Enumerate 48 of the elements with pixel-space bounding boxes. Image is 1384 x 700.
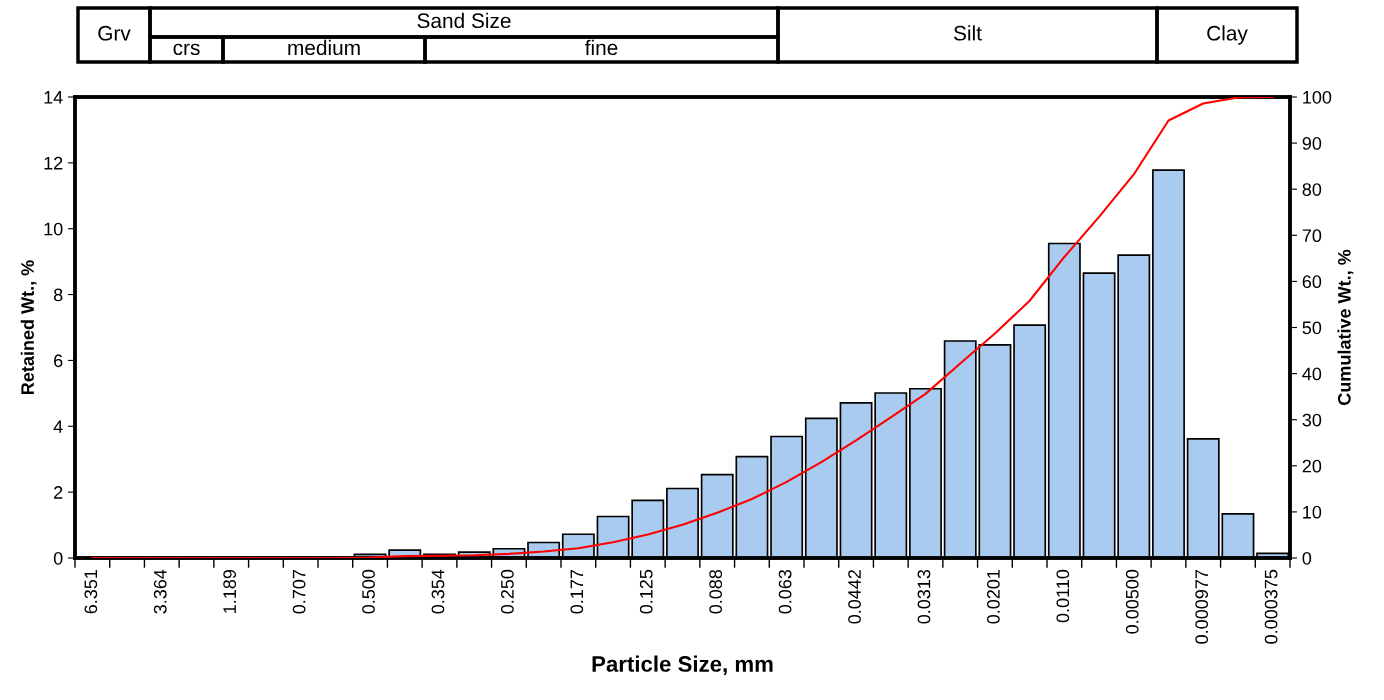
text: medium [288, 39, 360, 56]
y2-tick-label: 70 [1302, 229, 1322, 243]
x-tick-label: 1.189 [223, 569, 237, 613]
x-tick-label: 0.177 [570, 570, 584, 614]
y2-tick-label: 20 [1302, 459, 1322, 473]
y2-tick-label: 40 [1302, 367, 1322, 381]
y-tick-label: 8 [53, 288, 63, 302]
y-tick-label: 0 [53, 551, 63, 565]
y2-tick-label: 0 [1302, 551, 1312, 565]
text: crs [173, 43, 200, 56]
y-tick-label: 2 [54, 486, 63, 499]
x-tick-label: 0.000375 [1264, 569, 1278, 644]
x-tick-label: 0.125 [639, 569, 653, 614]
y-tick-label: 12 [44, 156, 63, 170]
x-tick-label: 0.0201 [986, 569, 1000, 624]
text: Clay [1207, 25, 1248, 45]
x-tick-label: 0.707 [292, 570, 306, 614]
x-axis-title: Particle Size, mm [592, 655, 773, 676]
x-tick-label: 0.0110 [1056, 569, 1070, 623]
line-series [91, 97, 1274, 558]
text: Sand Size [417, 12, 511, 29]
y2-tick-label: 80 [1302, 183, 1322, 196]
y2-tick-label: 50 [1302, 321, 1322, 335]
y2-axis-title: Cumulative Wt., % [1337, 249, 1354, 405]
y-tick-label: 6 [54, 354, 63, 368]
y2-tick-label: 90 [1302, 137, 1322, 150]
y-tick-label: 14 [44, 91, 63, 104]
x-tick-label: 0.088 [709, 569, 723, 614]
text: Silt [953, 25, 982, 41]
y2-tick-label: 30 [1302, 413, 1322, 427]
x-tick-label: 0.354 [431, 569, 445, 614]
text: fine [585, 39, 618, 56]
x-tick-label: 0.00500 [1125, 569, 1139, 634]
y-axis-title: Retained Wt., % [20, 260, 37, 394]
x-tick-label: 0.063 [778, 569, 792, 614]
y-tick-label: 10 [44, 222, 63, 236]
y2-tick-label: 100 [1303, 90, 1332, 104]
x-tick-label: 0.000977 [1195, 570, 1209, 644]
x-tick-label: 6.351 [84, 569, 98, 614]
x-tick-label: 0.250 [500, 569, 514, 614]
text: Grv [98, 25, 131, 41]
x-tick-label: 0.0442 [848, 570, 861, 624]
x-tick-label: 0.0313 [917, 569, 931, 624]
y2-tick-label: 10 [1303, 505, 1322, 519]
y2-tick-label: 60 [1302, 275, 1322, 289]
y-tick-label: 4 [53, 420, 63, 433]
x-tick-label: 0.500 [362, 569, 375, 614]
x-tick-label: 3.364 [153, 569, 167, 614]
